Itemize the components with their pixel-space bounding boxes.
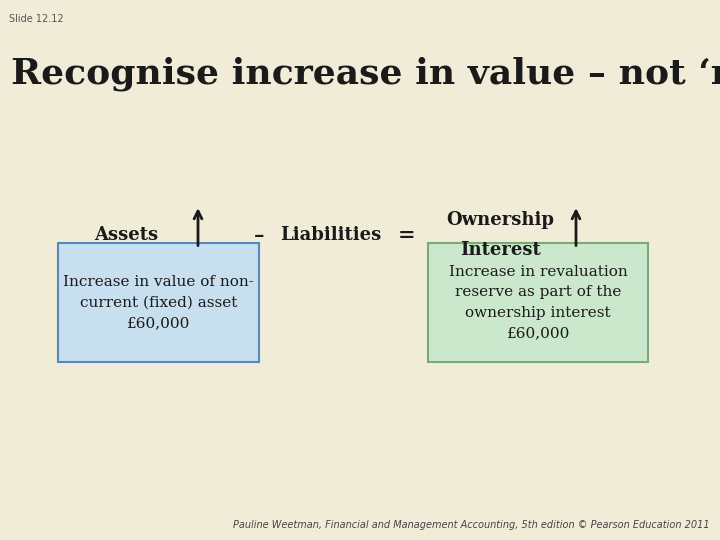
Text: Ownership: Ownership xyxy=(446,211,554,229)
Text: Liabilities: Liabilities xyxy=(281,226,382,244)
FancyBboxPatch shape xyxy=(428,243,648,362)
Text: =: = xyxy=(398,225,415,245)
Text: Slide 12.12: Slide 12.12 xyxy=(9,14,63,24)
Text: Increase in value of non-
current (fixed) asset
£60,000: Increase in value of non- current (fixed… xyxy=(63,275,254,330)
Text: Recognise increase in value – not ‘realised’: Recognise increase in value – not ‘reali… xyxy=(11,57,720,91)
Text: Interest: Interest xyxy=(460,241,541,259)
FancyBboxPatch shape xyxy=(58,243,259,362)
Text: –: – xyxy=(254,225,264,245)
Text: Pauline Weetman, Financial and Management Accounting, 5th edition © Pearson Educ: Pauline Weetman, Financial and Managemen… xyxy=(233,520,709,530)
Text: Assets: Assets xyxy=(94,226,158,244)
Text: Increase in revaluation
reserve as part of the
ownership interest
£60,000: Increase in revaluation reserve as part … xyxy=(449,265,628,340)
